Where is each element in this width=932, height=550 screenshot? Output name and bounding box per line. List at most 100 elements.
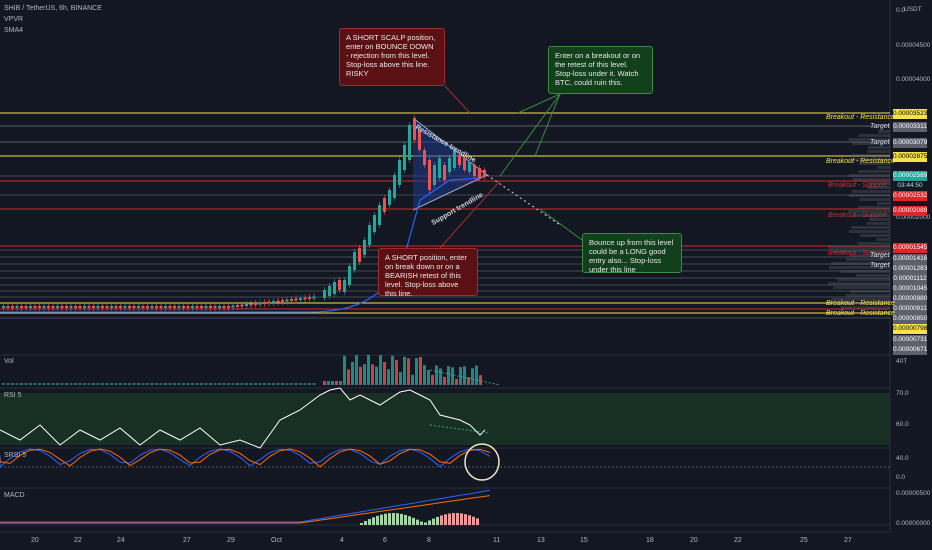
date-tick: 11 (493, 537, 501, 544)
volume-bar (236, 383, 239, 385)
vpvr-bar (828, 246, 890, 249)
macd-line (0, 489, 491, 523)
breakout-note[interactable]: Enter on a breakout or on the retest of … (548, 46, 653, 94)
volume-bar (56, 383, 59, 385)
volume-bar (407, 358, 410, 385)
volume-bar (375, 366, 378, 385)
volume-bar (87, 383, 91, 385)
vpvr-bar (859, 198, 890, 201)
srsi-tick: 40.0 (896, 455, 909, 462)
volume-bar (339, 381, 342, 385)
candle-body (368, 225, 371, 245)
candle-body (285, 299, 289, 302)
candle-body (222, 306, 226, 308)
volume-bar (308, 383, 311, 385)
candle-body (413, 118, 416, 140)
volume-bar (47, 383, 50, 385)
volume-panel-title[interactable]: Vol (4, 358, 14, 365)
volume-bar (231, 383, 235, 385)
note-arrow (534, 93, 561, 157)
volume-bar (276, 383, 280, 385)
candle-body (433, 165, 436, 185)
note-arrow (499, 93, 561, 177)
short-note[interactable]: A SHORT position, enter on break down or… (378, 248, 478, 298)
price-box: 0.00001283 (893, 264, 928, 274)
candle-body (231, 305, 235, 308)
vpvr-indicator-label[interactable]: VPVR (4, 16, 24, 23)
price-box: 0.00002532 (893, 191, 928, 201)
candle-body (303, 297, 307, 300)
rsi-panel-title[interactable]: RSI 5 (4, 392, 22, 399)
vpvr-bar (848, 194, 890, 197)
vpvr-bar (868, 182, 890, 185)
volume-bar (435, 365, 438, 385)
vpvr-bar (846, 258, 890, 261)
short-scalp-note[interactable]: A SHORT SCALP position, enter on BOUNCE … (339, 28, 445, 86)
volume-bar (343, 355, 346, 385)
candle-body (453, 150, 456, 168)
macd-tick: 0.00000500 (896, 490, 931, 497)
vpvr-bar (867, 186, 890, 189)
macd-hist (452, 513, 455, 525)
vpvr-bar (848, 210, 890, 213)
volume-bar (294, 383, 298, 385)
volume-bar (137, 383, 140, 385)
volume-bar (463, 366, 466, 385)
candle-body (132, 306, 136, 308)
date-tick: 18 (646, 537, 654, 544)
line-label: Breakout - Support (828, 182, 887, 189)
macd-hist (364, 521, 367, 525)
date-tick: Oct (271, 537, 282, 544)
volume-bar (359, 366, 362, 385)
projection-line (486, 174, 561, 226)
candle-body (164, 306, 167, 308)
currency-label[interactable]: USDT (904, 6, 922, 13)
volume-bar (200, 383, 203, 385)
price-tick: 0.0 (896, 7, 906, 14)
volume-bar (443, 376, 446, 385)
volume-bar (29, 383, 32, 385)
rsi-band (0, 393, 890, 445)
volume-bar (327, 381, 330, 385)
line-label: Breakout - Resistance (826, 310, 895, 317)
bounce-note[interactable]: Bounce up from this level could be a LON… (582, 233, 682, 274)
vpvr-bar (848, 138, 890, 141)
candle-body (177, 306, 181, 308)
vpvr-bar (878, 130, 890, 133)
date-tick: 27 (183, 537, 191, 544)
candle-body (240, 304, 244, 307)
rsi-tick: 60.0 (896, 421, 909, 428)
candle-body (272, 301, 275, 303)
candle-body (463, 158, 466, 170)
candle-body (448, 158, 451, 172)
candle-body (92, 306, 95, 308)
vpvr-bar (859, 162, 890, 165)
candle-body (56, 306, 59, 308)
macd-panel-title[interactable]: MACD (4, 492, 25, 499)
price-tick: 0.00004000 (896, 76, 931, 83)
volume-bar (6, 383, 10, 385)
date-tick: 15 (580, 537, 588, 544)
srsi-panel-title[interactable]: SRSI 5 (4, 452, 27, 459)
volume-bar (33, 383, 37, 385)
sma-indicator-label[interactable]: SMA4 (4, 27, 24, 34)
symbol-title[interactable]: SHIB / TetherUS, 6h, BINANCE (4, 5, 102, 12)
volume-bar (227, 383, 230, 385)
candle-body (141, 306, 145, 308)
price-box: 0.00002875 (893, 152, 928, 162)
srsi-highlight-circle (464, 443, 500, 481)
volume-bar (38, 383, 41, 385)
volume-bar (204, 383, 208, 385)
vpvr-bar (857, 242, 890, 245)
vpvr-bar (848, 174, 890, 177)
macd-hist (384, 513, 387, 525)
candle-body (146, 306, 149, 308)
candle-body (2, 306, 5, 308)
macd-hist (464, 514, 467, 525)
candle-body (263, 302, 266, 304)
macd-hist (408, 516, 411, 525)
volume-bar (191, 383, 194, 385)
line-label: Target (870, 123, 890, 130)
candle-body (358, 248, 361, 262)
